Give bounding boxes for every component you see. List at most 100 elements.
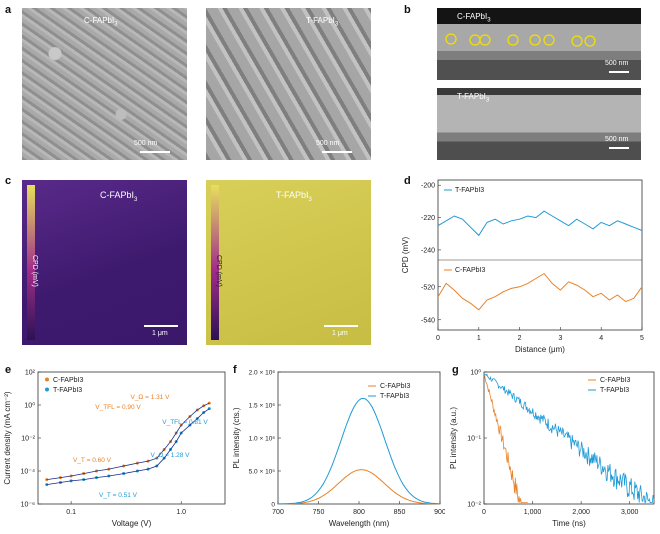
annotation-label: V_Ω = 1.28 V [150, 452, 190, 459]
scale-bar [140, 151, 170, 153]
x-tick-label: 850 [394, 509, 406, 516]
x-tick-label: 2 [518, 335, 522, 342]
annotation-label: V_T = 0.60 V [73, 457, 112, 464]
x-tick-label: 3 [558, 335, 562, 342]
sem-title-t: T-FAPbI3 [306, 16, 339, 28]
y-tick-label: 10⁰ [470, 369, 481, 377]
sem-title-c: C-FAPbI3 [84, 16, 118, 28]
x-tick-label: 900 [434, 509, 445, 516]
y-tick-label: -240 [421, 247, 435, 254]
annotation-label: V_TFL = 0.81 V [162, 419, 208, 426]
legend-label: C-FAPbI3 [380, 383, 410, 390]
x-axis-label: Voltage (V) [112, 519, 152, 528]
annotation-label: V_TFL = 0.90 V [95, 404, 141, 411]
x-tick-label: 800 [353, 509, 365, 516]
kpfm-title-t: T-FAPbI3 [276, 190, 312, 203]
axes-frame [277, 371, 441, 505]
legend-label: T-FAPbI3 [53, 387, 82, 394]
chart-f: 700 750 800 850 900 0 5.0 × 10⁵ 1.0 × 10⁶ 1.5 × … [232, 370, 445, 529]
x-tick-label: 750 [313, 509, 325, 516]
cbar-label: CPD (mV) [215, 255, 222, 287]
scale-bar [609, 147, 629, 149]
panel-label-e: e [5, 364, 12, 376]
kpfm-map-c-fapbi3: CPD (mV) C-FAPbI3 1 μm [22, 180, 187, 345]
scale-label: 1 μm [152, 330, 168, 337]
panel-label-d: d [404, 175, 411, 187]
panel-label-a: a [5, 4, 12, 16]
x-tick-label: 1 [477, 335, 481, 342]
series-line [437, 210, 643, 237]
x-tick-label: 2,000 [572, 509, 590, 516]
scale-label: 1 μm [332, 330, 348, 337]
legend-label: C-FAPbI3 [53, 377, 83, 384]
panel-label-b: b [404, 4, 411, 16]
y-tick-label: 2.0 × 10⁶ [249, 370, 276, 377]
series-line [437, 272, 643, 311]
y-tick-label: 10⁰ [24, 402, 35, 410]
series-line [277, 469, 440, 505]
fit-line [46, 408, 210, 485]
x-tick-label: 3,000 [621, 509, 639, 516]
kpfm-map-t-fapbi3: CPD (mV) T-FAPbI3 1 μm [206, 180, 371, 345]
legend-label: T-FAPbI3 [600, 387, 629, 394]
fit-line [46, 402, 210, 480]
legend-label: T-FAPbI3 [380, 393, 409, 400]
annotation-label: V_T = 0.51 V [99, 492, 138, 499]
scale-label: 500 nm [134, 140, 158, 147]
chart-d: 0 1 2 3 4 5 Distance (μm) CPD (mV) -200 -220 -240 T… [401, 179, 644, 354]
y-tick-label: 10⁻¹ [467, 436, 481, 443]
y-tick-label: 1.0 × 10⁶ [249, 436, 276, 443]
y-axis-label: PL intensity (cts.) [232, 407, 241, 468]
y-tick-label: 10² [25, 370, 36, 377]
axes-frame [437, 179, 643, 331]
colorbar [211, 185, 219, 340]
y-tick-label: 10⁻⁶ [21, 502, 35, 509]
y-tick-label: -540 [421, 317, 435, 324]
y-tick-label: -220 [421, 215, 435, 222]
chart-e: 0.1 1.0 10² 10⁰ 10⁻² 10⁻⁴ 10⁻⁶ Voltage (V) Curre… [3, 370, 226, 528]
scale-bar [609, 71, 629, 73]
x-tick-label: 1,000 [524, 509, 542, 516]
cbar-label: CPD (mV) [31, 255, 38, 287]
legend-marker [45, 387, 49, 392]
sem-image-c-fapbi3: C-FAPbI3 500 nm [22, 8, 187, 160]
y-tick-label: 0 [271, 502, 275, 509]
sem-cross-section-c: C-FAPbI3 500 nm [437, 8, 641, 80]
x-tick-label: 0 [436, 335, 440, 342]
sem-image-t-fapbi3: T-FAPbI3 500 nm [206, 8, 371, 160]
x-tick-label: 0 [482, 509, 486, 516]
x-tick-label: 1.0 [176, 509, 186, 516]
panel-label-c: c [5, 175, 12, 187]
kpfm-title-c: C-FAPbI3 [100, 190, 138, 203]
colorbar [27, 185, 35, 340]
panel-label-f: f [233, 364, 237, 376]
void-markers [445, 33, 596, 47]
series-line [483, 373, 528, 503]
x-axis-label: Wavelength (nm) [329, 519, 390, 528]
scale-label: 500 nm [605, 60, 629, 67]
scale-bar [322, 151, 352, 153]
y-tick-label: 10⁻² [467, 502, 481, 509]
legend-marker [45, 377, 49, 382]
sem-cross-section-t: T-FAPbI3 500 nm [437, 88, 641, 160]
scale-label: 500 nm [605, 136, 629, 143]
series-line [483, 373, 655, 504]
x-tick-label: 0.1 [66, 509, 76, 516]
y-tick-label: -520 [421, 284, 435, 291]
series-line [278, 398, 441, 505]
x-axis-label: Distance (μm) [515, 345, 565, 354]
legend-label: C-FAPbI3 [455, 267, 485, 274]
x-tick-label: 5 [640, 335, 644, 342]
y-axis-label: CPD (mV) [401, 236, 410, 273]
legend-label: C-FAPbI3 [600, 377, 630, 384]
annotation-label: V_Ω = 1.31 V [130, 394, 170, 401]
sem-title-c: C-FAPbI3 [457, 12, 491, 24]
x-axis-label: Time (ns) [552, 519, 586, 528]
scale-bar [324, 325, 358, 327]
x-tick-label: 700 [272, 509, 284, 516]
y-tick-label: 1.5 × 10⁶ [249, 403, 276, 410]
y-axis-label: Current density (mA cm⁻²) [3, 391, 12, 484]
y-axis-label: PL intensity (a.u.) [449, 407, 458, 469]
y-tick-label: 5.0 × 10⁵ [249, 469, 276, 476]
scale-bar [144, 325, 178, 327]
